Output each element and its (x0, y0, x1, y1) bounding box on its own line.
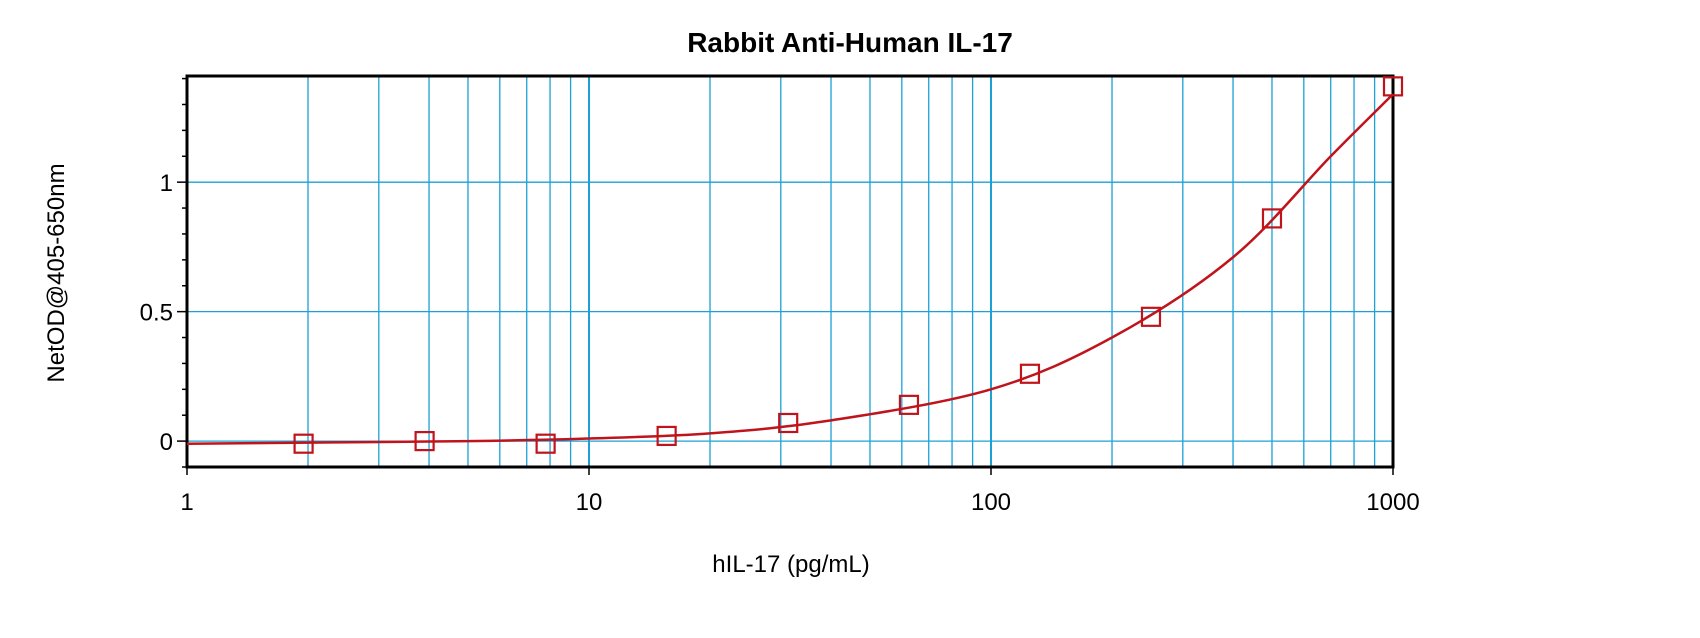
data-point (293, 433, 314, 454)
data-point (1382, 76, 1404, 97)
data-point (778, 412, 799, 434)
x-tick-label: 1000 (1366, 489, 1419, 516)
x-tick-label: 1 (180, 489, 193, 516)
y-tick-label: 0 (160, 429, 173, 456)
y-tick-label: 0.5 (140, 300, 173, 327)
data-point (414, 431, 435, 452)
x-tick-labels: 1 10 100 1000 (180, 467, 1420, 516)
chart-title: Rabbit Anti-Human IL-17 (687, 27, 1013, 58)
x-axis-label: hIL-17 (pg/mL) (712, 551, 869, 578)
data-point (1140, 306, 1162, 327)
data-points (293, 76, 1404, 454)
y-minor-ticks (177, 77, 187, 468)
grid (187, 76, 1393, 467)
plot-frame (185, 74, 1395, 469)
data-point (1019, 363, 1041, 384)
data-point (535, 433, 556, 454)
x-tick-label: 100 (971, 489, 1011, 516)
data-point (656, 425, 677, 447)
y-tick-labels: 00.51 (140, 170, 173, 456)
y-tick-label: 1 (160, 170, 173, 197)
data-point (1261, 208, 1283, 229)
x-tick-label: 10 (576, 489, 603, 516)
fit-curve (186, 93, 1394, 445)
data-point (898, 394, 920, 415)
y-axis-label: NetOD@405-650nm (43, 163, 70, 382)
